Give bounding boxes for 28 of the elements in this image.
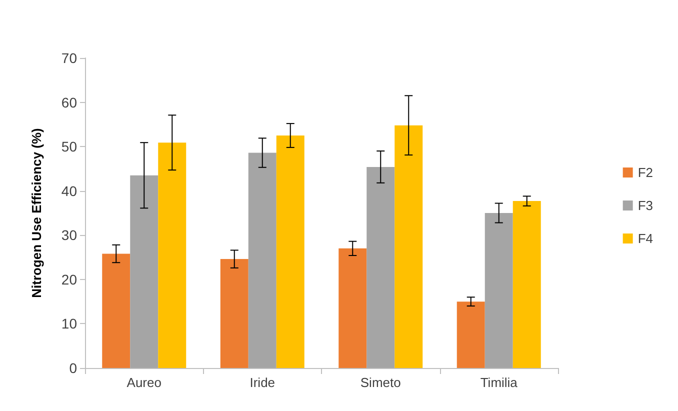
bar (484, 213, 513, 368)
bar (512, 201, 541, 368)
y-axis-title: Nitrogen Use Efficiency (%) (29, 128, 44, 298)
legend-label: F3 (638, 198, 653, 213)
bar (130, 175, 158, 368)
y-tick-label: 20 (61, 271, 78, 288)
bar (338, 248, 367, 368)
x-tick-label: Timilia (480, 375, 518, 390)
x-tick-label: Simeto (360, 375, 401, 390)
bar (394, 125, 423, 368)
legend-label: F2 (638, 165, 653, 180)
bar (220, 259, 248, 368)
y-tick-label: 60 (61, 94, 78, 110)
y-tick-label: 0 (69, 360, 78, 376)
bar (456, 302, 485, 368)
legend-label: F4 (638, 231, 653, 246)
bar (248, 152, 276, 368)
y-tick-label: 30 (61, 227, 78, 244)
y-tick-label: 50 (61, 138, 78, 155)
x-tick-label: Aureo (126, 375, 162, 390)
y-tick-label: 40 (61, 182, 78, 199)
bar (276, 136, 304, 368)
bar (158, 142, 186, 368)
y-tick-label: 70 (61, 50, 78, 66)
bar (366, 166, 395, 368)
bar (102, 254, 130, 368)
x-tick-label: Iride (250, 375, 276, 390)
y-tick-label: 10 (61, 316, 78, 332)
